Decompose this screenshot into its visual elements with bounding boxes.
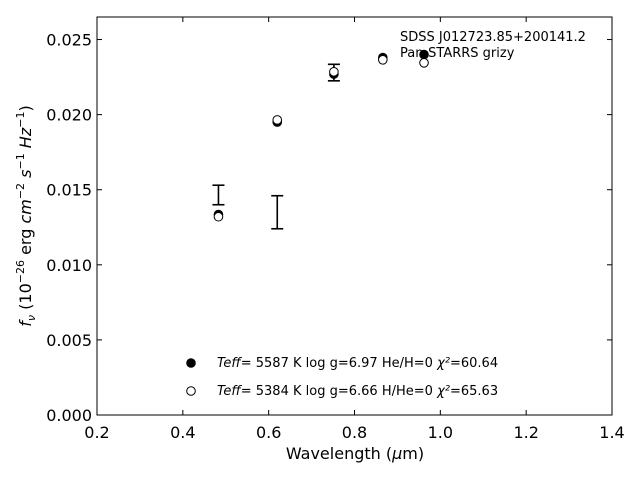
model-point-open bbox=[213, 211, 224, 222]
x-tick-label: 1.0 bbox=[428, 423, 453, 442]
legend-marker-open bbox=[186, 386, 196, 396]
legend-chi-symbol: χ² bbox=[436, 384, 450, 399]
legend-entry-filled: Teff= 5587 K log g=6.97 He/H=0 χ²=60.64 bbox=[186, 356, 498, 371]
model-point-open bbox=[378, 55, 388, 65]
model-point-open bbox=[272, 115, 283, 125]
svg-text:Teff= 5384 K log g=6.66 H/H: Teff= 5384 K log g=6.66 H/He=0 χ²=65.63 bbox=[217, 384, 498, 399]
object-name-annotation: SDSS J012723.85+200141.2 bbox=[400, 30, 586, 45]
tick-labels: 0.2 0.4 0.6 0.8 1.0 1.2 1.4 0.000 0.005 0.010 0.01… bbox=[46, 31, 625, 442]
y-tick-label: 0.015 bbox=[46, 181, 92, 200]
legend-marker-filled bbox=[186, 358, 196, 368]
legend-entry-open: Teff= 5384 K log g=6.66 H/He=0 χ²=65.63 bbox=[186, 384, 498, 399]
error-bars bbox=[212, 63, 340, 230]
model-point-open bbox=[329, 67, 339, 77]
legend-teff-value: 5384 K bbox=[256, 384, 302, 399]
legend-teff-symbol: Teff bbox=[217, 356, 242, 371]
legend: Teff= 5587 K log g=6.97 He/H=0 χ²=60.64 … bbox=[186, 356, 498, 399]
legend-chi-value: 60.64 bbox=[461, 356, 498, 371]
x-tick-label: 1.2 bbox=[513, 423, 538, 442]
legend-logg-value: log g=6.66 bbox=[306, 384, 378, 399]
y-tick-label: 0.020 bbox=[46, 106, 92, 125]
legend-chi-value: 65.63 bbox=[461, 384, 498, 399]
y-tick-label: 0.010 bbox=[46, 256, 92, 275]
x-tick-label: 1.4 bbox=[599, 423, 624, 442]
legend-composition: He/H=0 bbox=[382, 356, 433, 371]
svg-text:Teff= 5587 K log g=6.97 He/: Teff= 5587 K log g=6.97 He/H=0 χ²=60.64 bbox=[217, 356, 498, 371]
legend-teff-symbol: Teff bbox=[217, 384, 242, 399]
y-tick-label: 0.005 bbox=[46, 331, 92, 350]
x-tick-label: 0.8 bbox=[342, 423, 367, 442]
y-tick-label: 0.025 bbox=[46, 31, 92, 50]
survey-annotation: Pan-STARRS grizy bbox=[400, 46, 515, 61]
legend-chi-symbol: χ² bbox=[436, 356, 450, 371]
plot-area: 0.2 0.4 0.6 0.8 1.0 1.2 1.4 0.000 0.005 0.010 0.01… bbox=[46, 16, 625, 442]
x-tick-label: 0.2 bbox=[84, 423, 109, 442]
x-tick-label: 0.4 bbox=[170, 423, 195, 442]
model-point-open bbox=[419, 58, 429, 68]
legend-logg-value: log g=6.97 bbox=[306, 356, 378, 371]
data-points bbox=[213, 49, 429, 222]
error-bar bbox=[212, 184, 225, 206]
legend-teff-value: 5587 K bbox=[256, 356, 302, 371]
x-axis-label: Wavelength (μm) bbox=[286, 444, 424, 463]
legend-composition: H/He=0 bbox=[382, 384, 433, 399]
y-axis-label: fν (10−26 erg cm−2 s−1 Hz−1) bbox=[14, 105, 38, 326]
x-tick-label: 0.6 bbox=[256, 423, 281, 442]
tick-marks bbox=[96, 17, 613, 416]
y-tick-label: 0.000 bbox=[46, 406, 92, 425]
error-bar bbox=[271, 194, 284, 230]
